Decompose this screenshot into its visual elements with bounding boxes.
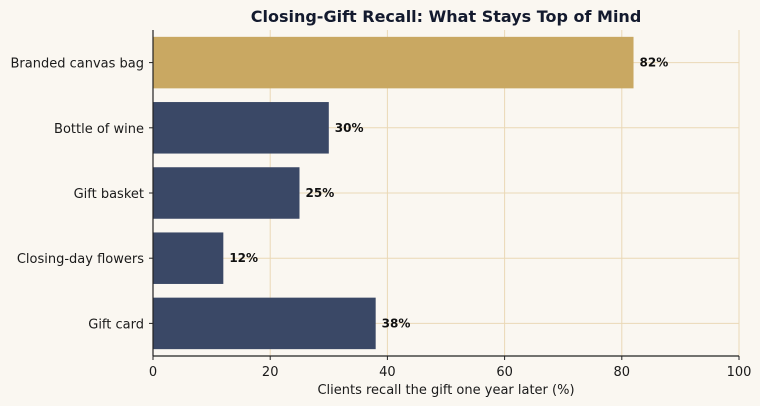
bar (153, 36, 634, 89)
bar-value-label: 38% (382, 316, 411, 330)
x-axis-label: Clients recall the gift one year later (… (317, 383, 574, 398)
x-tick-label: 0 (149, 365, 157, 380)
bar-value-label: 82% (640, 56, 669, 70)
x-tick-label: 40 (379, 365, 396, 380)
x-axis: 0 20 40 60 80 100 (149, 355, 752, 380)
bar-value-label: 25% (306, 186, 335, 200)
x-tick-label: 60 (496, 365, 513, 380)
bars-group: 82% 30% 25% 12% 38% (153, 36, 669, 350)
bar (153, 297, 376, 350)
x-tick-label: 100 (727, 365, 752, 380)
x-tick-label: 20 (262, 365, 279, 380)
bar-value-label: 12% (229, 251, 258, 265)
bar-value-label: 30% (335, 121, 364, 135)
bar (153, 102, 329, 154)
category-label: Gift basket (74, 187, 144, 202)
x-tick-label: 80 (614, 365, 631, 380)
y-axis: Branded canvas bag Bottle of wine Gift bas… (11, 30, 154, 356)
chart-title: Closing-Gift Recall: What Stays Top of M… (251, 7, 642, 26)
category-label: Branded canvas bag (11, 57, 145, 72)
category-label: Closing-day flowers (17, 252, 144, 267)
bar (153, 167, 300, 219)
bar (153, 232, 224, 284)
category-label: Bottle of wine (54, 122, 144, 137)
category-label: Gift card (88, 317, 144, 332)
